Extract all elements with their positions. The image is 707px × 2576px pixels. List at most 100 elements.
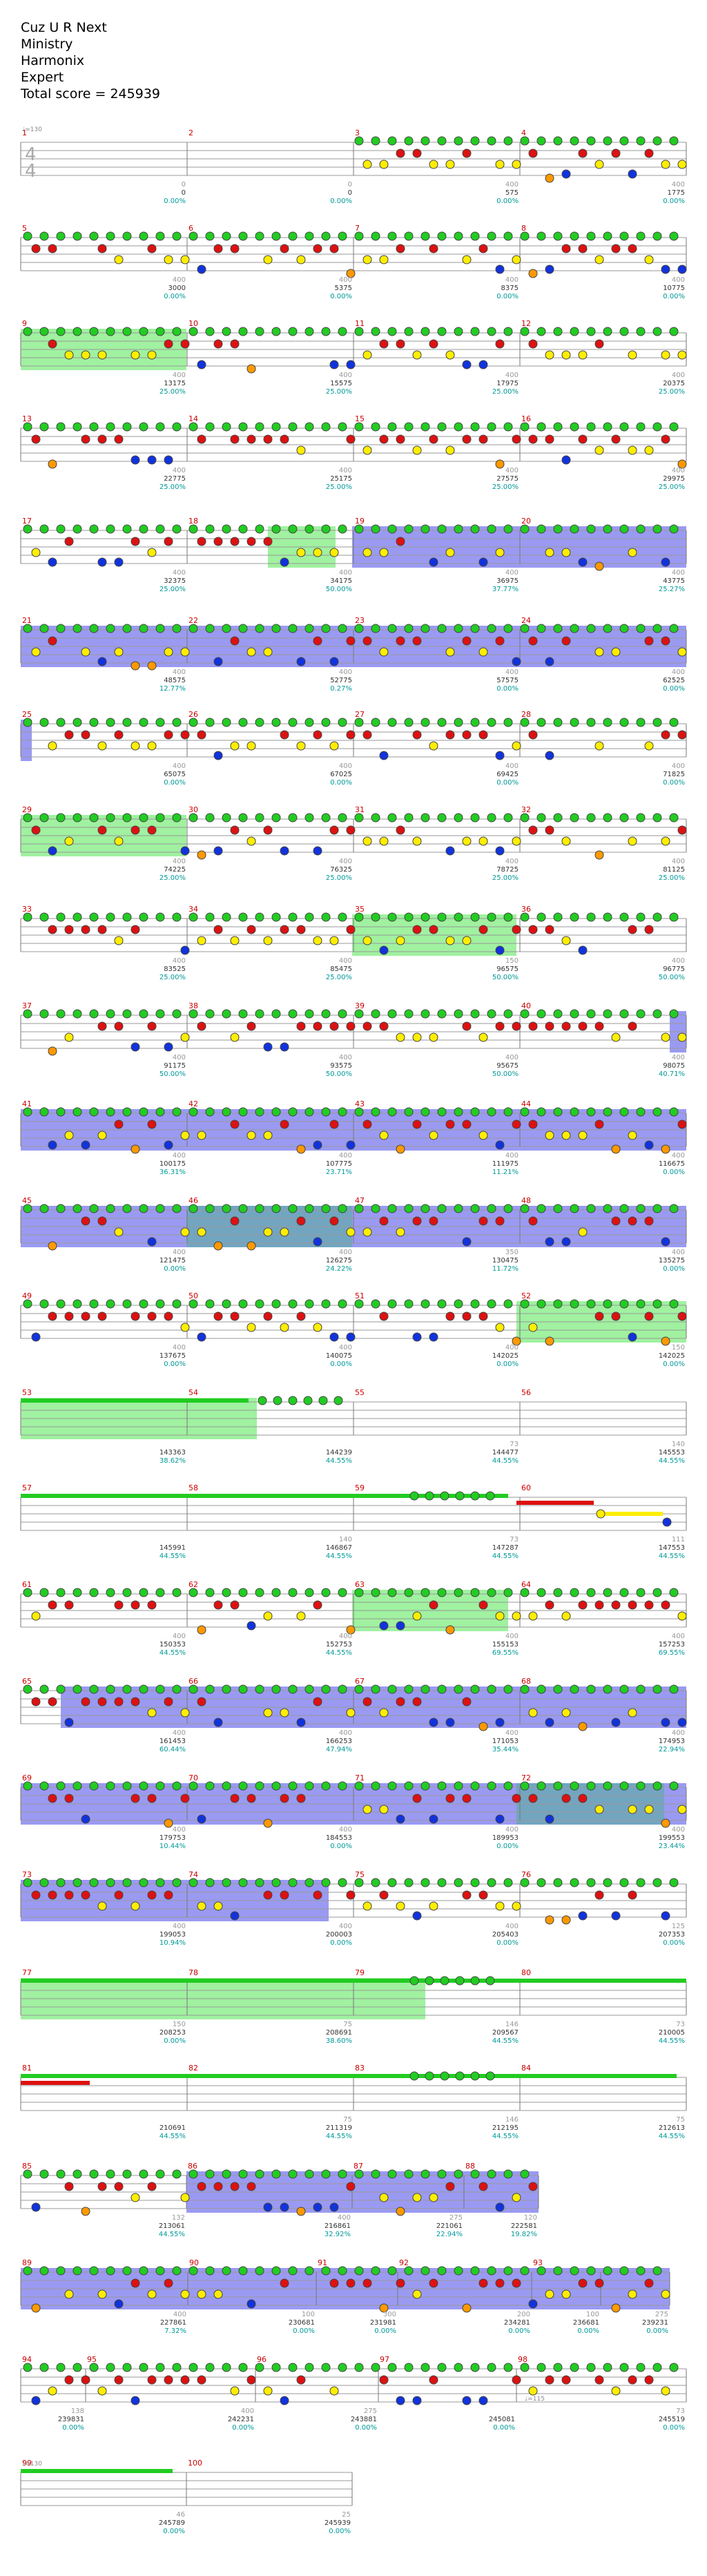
note-green [155,912,165,922]
note-green [619,136,629,146]
note-red [230,1600,240,1610]
note-red [64,1311,74,1321]
note-green [487,231,496,241]
note-red [346,434,356,444]
note-green [56,2266,66,2276]
measure-score: 36975 [496,577,519,585]
note-green [288,624,298,633]
note-red [329,825,339,835]
note-green [454,718,463,727]
note-green [255,912,264,922]
note-green [288,1684,298,1694]
note-red [164,1890,173,1900]
measure-row [20,327,687,374]
note-green [172,422,182,432]
note-green [271,422,281,432]
note-blue [379,945,389,955]
note-red [362,1697,372,1707]
note-green [338,1204,347,1213]
note-green [586,1878,596,1887]
note-green [222,624,231,633]
note-green [39,1781,49,1791]
note-green [387,1009,397,1019]
note-green [455,2071,465,2081]
note-green [404,813,414,823]
measure-score: 135275 [659,1257,685,1265]
note-green [139,1878,148,1887]
note-blue [495,1814,505,1824]
note-green [387,422,397,432]
note-green [139,718,148,727]
measure-percent: 50.00% [492,1070,519,1078]
note-green [487,524,496,534]
measure-number: 6 [188,224,193,233]
note-green [586,912,596,922]
note-green [437,2169,447,2179]
measure-points: 46 [176,2511,185,2519]
note-green [454,136,463,146]
note-green [652,422,662,432]
measure-score: 213061 [159,2222,185,2230]
note-yellow [429,1131,438,1140]
measure-percent: 0.00% [493,2424,515,2432]
note-yellow [379,647,389,657]
note-red [31,244,41,253]
note-red [346,1890,356,1900]
note-red [147,1890,157,1900]
measure-score: 221061 [436,2222,463,2230]
note-yellow [97,741,107,751]
note-blue [64,1718,74,1727]
note-green [437,912,447,922]
note-red [528,925,538,934]
note-green [321,718,331,727]
note-red [561,1021,571,1031]
measure-percent: 7.32% [164,2327,186,2335]
measure-points: 200 [517,2311,530,2318]
measure-score: 171053 [492,1738,519,1745]
measure-score: 179753 [159,1834,186,1842]
note-green [271,718,281,727]
note-yellow [628,1805,637,1814]
note-green [222,1009,231,1019]
note-yellow [329,741,339,751]
note-blue [180,945,190,955]
note-green [288,718,298,727]
measure-number: 52 [521,1291,531,1300]
note-green [155,1588,165,1597]
measure-row [20,1107,687,1154]
note-red [329,1216,339,1226]
note-green [425,1491,434,1501]
note-green [603,718,612,727]
note-green [139,231,148,241]
note-yellow [512,1901,521,1911]
measure-number: 76 [521,1870,531,1879]
note-green [288,524,298,534]
measure-score: 1775 [668,189,685,197]
measure-number: 80 [521,1968,531,1977]
note-yellow [263,936,273,945]
note-green [304,231,314,241]
note-red [296,1794,306,1803]
note-green [255,1878,264,1887]
note-green [669,1107,679,1117]
note-green [404,1588,414,1597]
measure-number: 35 [355,905,365,914]
note-green [619,912,629,922]
measure-points: 400 [672,1054,685,1061]
note-red [495,2278,505,2288]
note-green [271,1009,281,1019]
note-red [329,2278,339,2288]
note-red [429,244,438,253]
measure-number: 38 [188,1001,198,1010]
note-green [603,524,612,534]
measure-percent: 0.00% [663,1361,685,1368]
note-green [652,2363,662,2372]
note-green [139,912,148,922]
note-green [39,1588,49,1597]
note-green [288,1588,298,1597]
note-green [652,1299,662,1309]
measure-number: 2 [188,128,193,137]
measure-points: 75 [343,2116,352,2124]
note-green [437,1588,447,1597]
note-green [454,2169,463,2179]
